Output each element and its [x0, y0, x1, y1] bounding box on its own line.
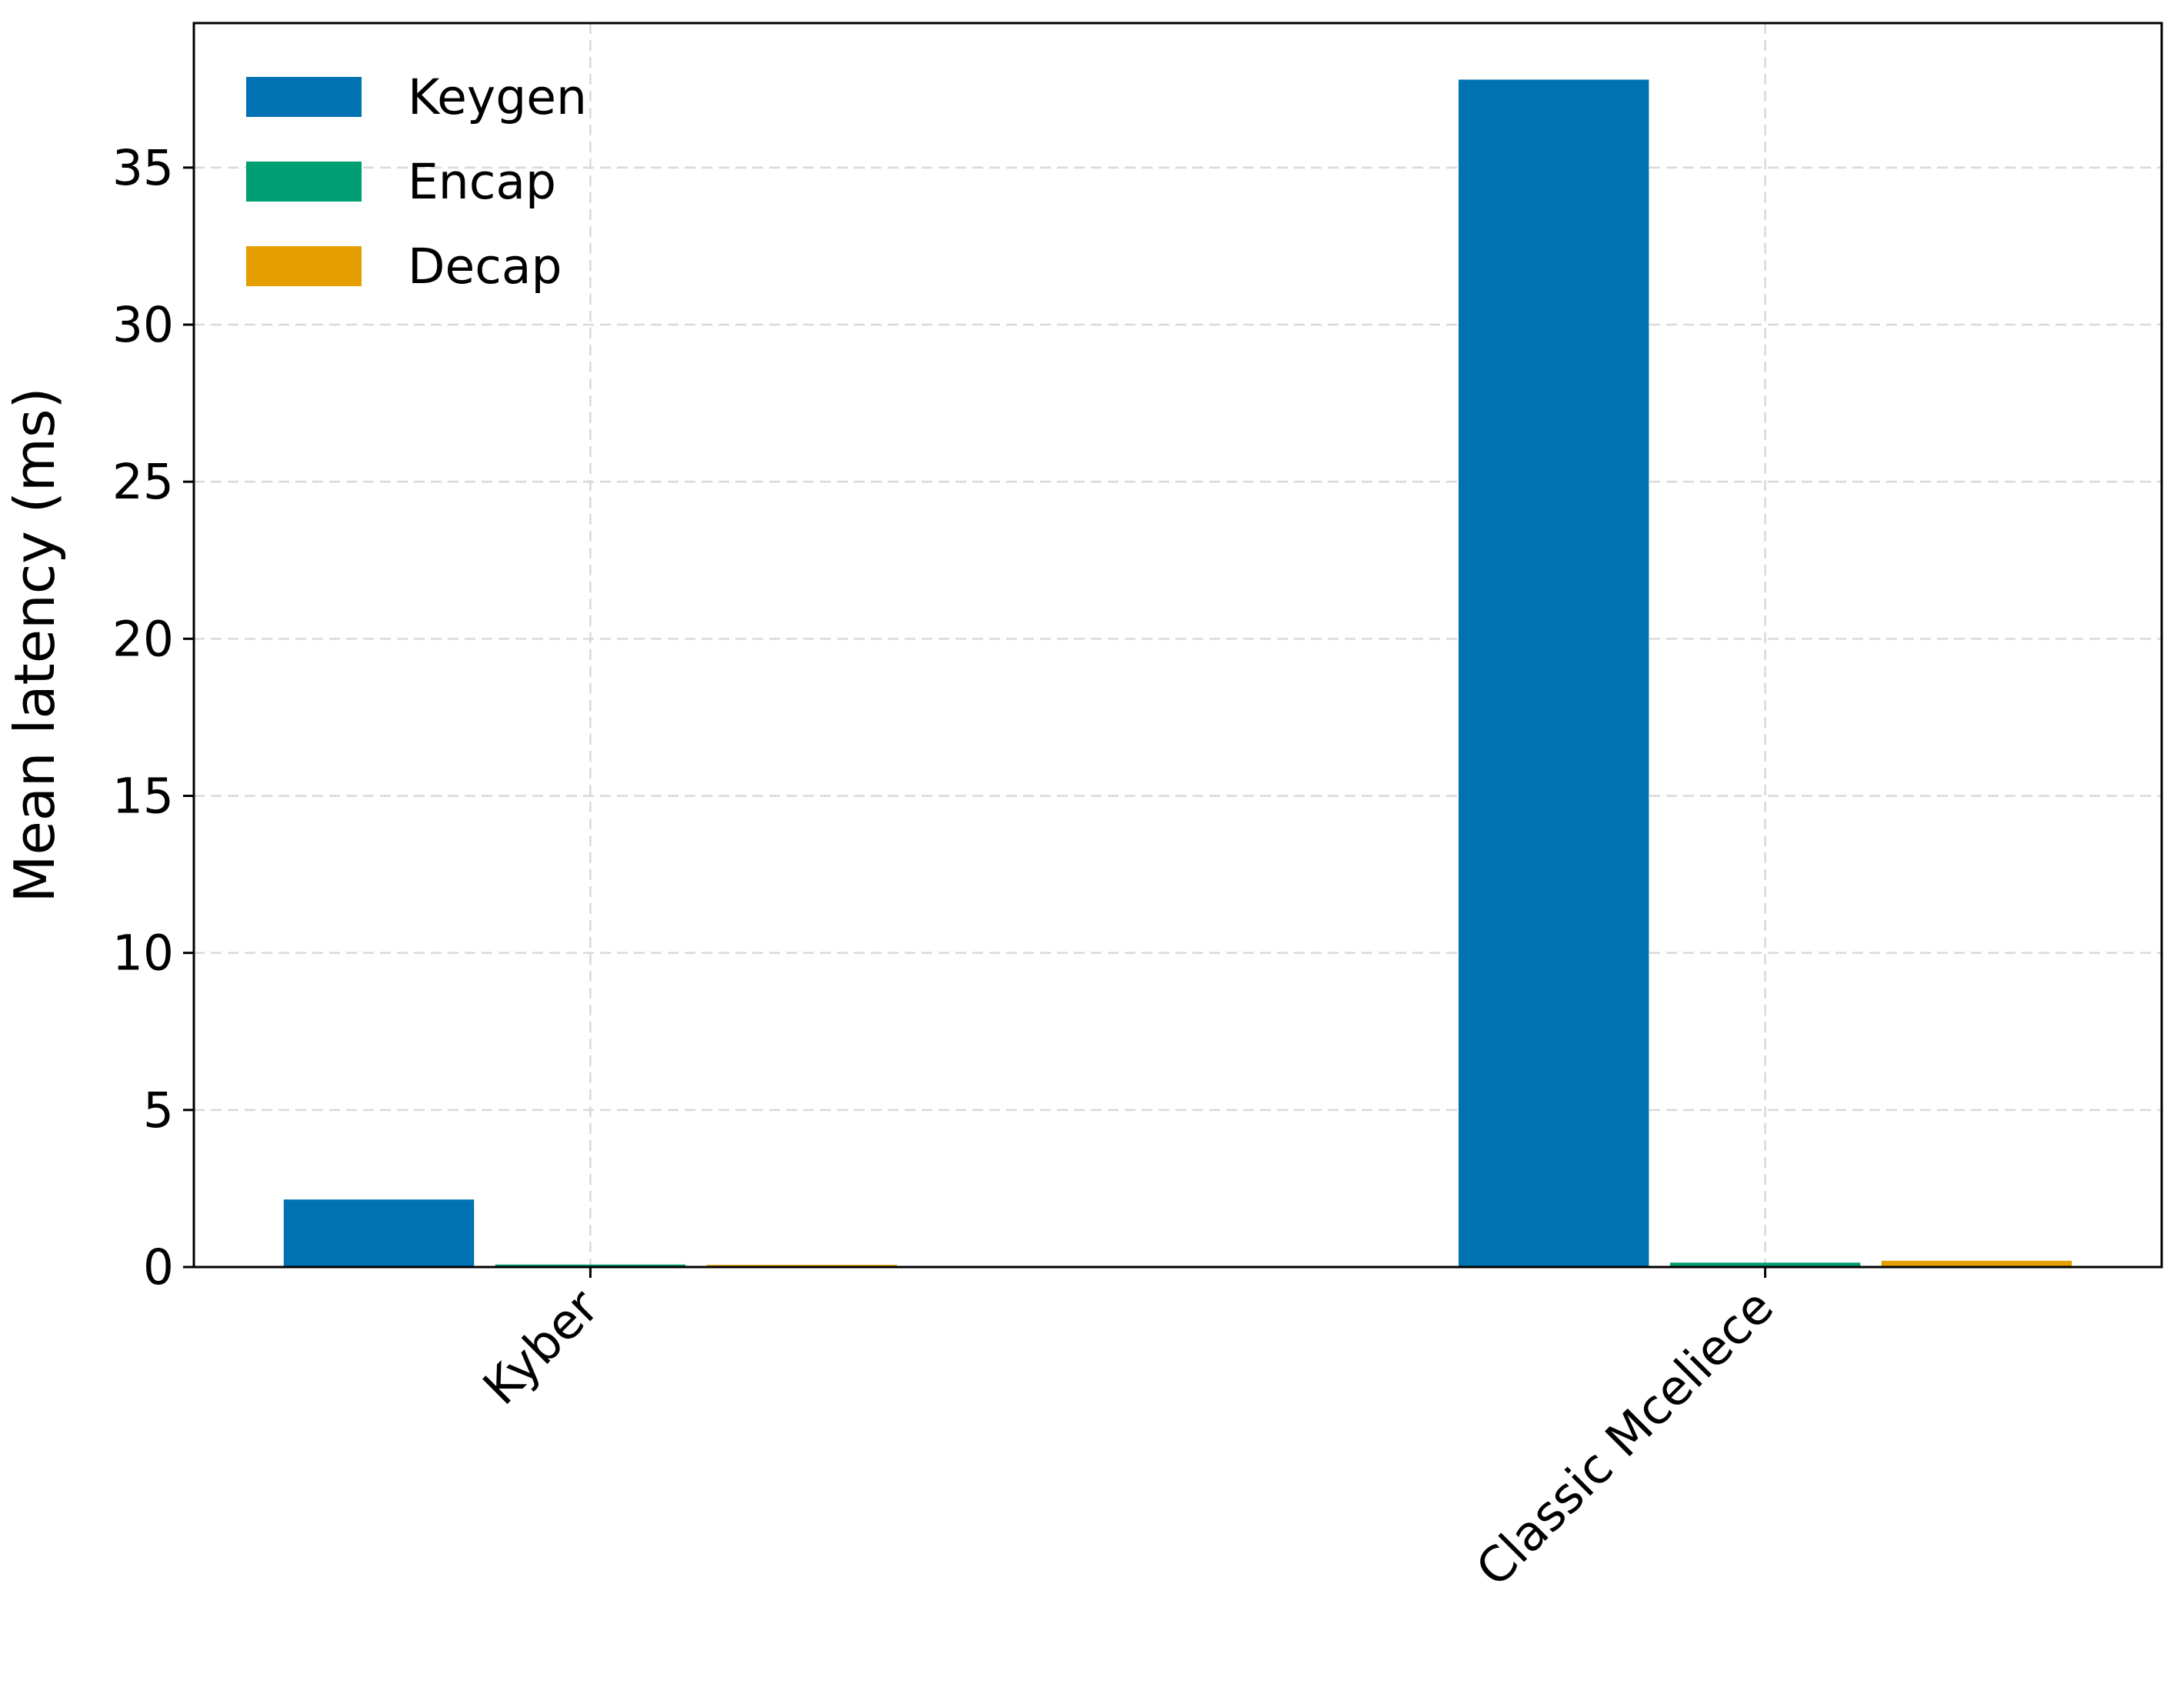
- y-axis-ticks: 0 5 10 15 20 25 30 35: [112, 140, 194, 1296]
- axes-frame: [192, 22, 2163, 1269]
- y-tick-label: 30: [112, 297, 174, 353]
- y-tick-label: 15: [112, 769, 174, 825]
- bar-decap-classic-mceliece: [1881, 1260, 2072, 1267]
- bar-keygen-kyber: [283, 1199, 475, 1267]
- legend-label-keygen: Keygen: [408, 69, 587, 125]
- legend-swatch-keygen: [246, 77, 362, 117]
- legend-swatch-decap: [246, 246, 362, 286]
- grid-lines: [194, 23, 2162, 1267]
- bar-encap-classic-mceliece: [1669, 1262, 1861, 1267]
- y-tick-label: 35: [112, 140, 174, 196]
- y-tick-label: 0: [143, 1239, 174, 1296]
- y-tick-label: 5: [143, 1082, 174, 1139]
- legend-swatch-encap: [246, 162, 362, 202]
- y-tick-label: 25: [112, 454, 174, 510]
- bar-keygen-classic-mceliece: [1458, 79, 1649, 1267]
- y-tick-label: 20: [112, 611, 174, 667]
- y-axis-title: Mean latency (ms): [2, 387, 67, 902]
- legend: Keygen Encap Decap: [246, 69, 587, 295]
- legend-label-encap: Encap: [408, 154, 556, 210]
- y-tick-label: 10: [112, 925, 174, 982]
- bar-encap-kyber: [495, 1264, 686, 1267]
- legend-label-decap: Decap: [408, 238, 562, 295]
